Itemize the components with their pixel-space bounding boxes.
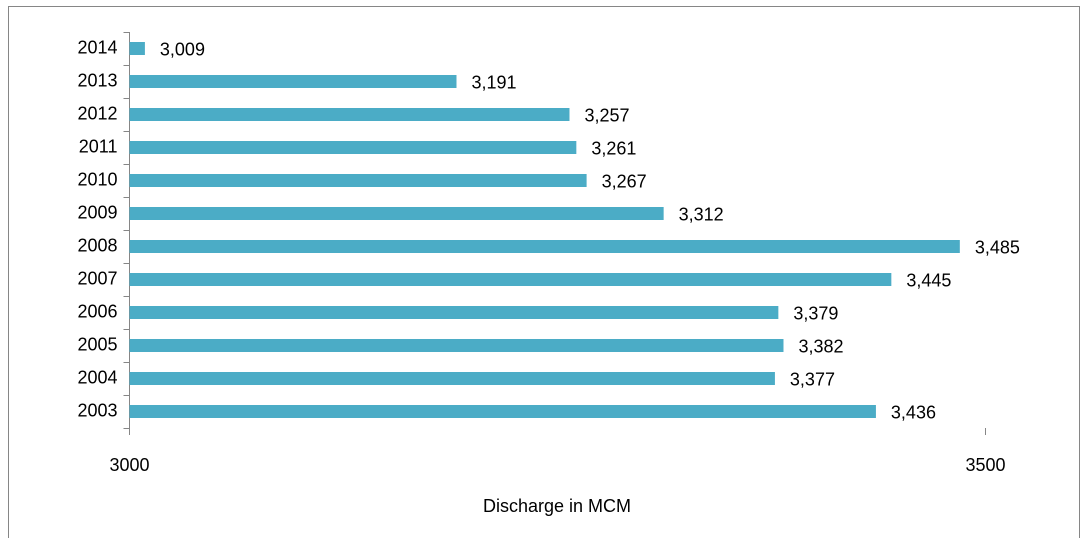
- value-label: 3,379: [793, 303, 838, 323]
- y-tick-label: 2009: [77, 202, 117, 222]
- x-tick-label: 3000: [109, 455, 149, 475]
- value-label: 3,191: [471, 72, 516, 92]
- y-tick-label: 2003: [77, 400, 117, 420]
- bar: [129, 240, 960, 253]
- y-tick-label: 2007: [77, 268, 117, 288]
- value-label: 3,267: [602, 171, 647, 191]
- value-label: 3,257: [584, 105, 629, 125]
- bar: [129, 273, 892, 286]
- value-label: 3,377: [790, 369, 835, 389]
- chart-frame: [8, 6, 1080, 538]
- bar: [129, 405, 876, 418]
- y-tick-label: 2011: [79, 136, 118, 156]
- x-axis-title: Discharge in MCM: [483, 496, 631, 516]
- value-label: 3,382: [798, 336, 843, 356]
- y-tick-label: 2008: [77, 235, 117, 255]
- x-tick-label: 3500: [965, 455, 1005, 475]
- bar: [129, 339, 784, 352]
- value-label: 3,445: [906, 270, 951, 290]
- y-tick-label: 2004: [77, 367, 117, 387]
- bar: [129, 141, 577, 154]
- value-label: 3,436: [891, 402, 936, 422]
- bar: [129, 174, 587, 187]
- bar: [129, 207, 664, 220]
- y-tick-label: 2010: [77, 169, 117, 189]
- bar: [129, 42, 145, 55]
- y-tick-label: 2012: [77, 103, 117, 123]
- y-tick-label: 2013: [77, 70, 117, 90]
- y-tick-label: 2014: [77, 37, 117, 57]
- y-tick-label: 2006: [77, 301, 117, 321]
- bar: [129, 108, 570, 121]
- value-label: 3,485: [975, 237, 1020, 257]
- bar: [129, 372, 775, 385]
- bar: [129, 75, 457, 88]
- value-label: 3,009: [160, 39, 205, 59]
- value-label: 3,261: [591, 138, 636, 158]
- y-tick-label: 2005: [77, 334, 117, 354]
- bar: [129, 306, 779, 319]
- value-label: 3,312: [679, 204, 724, 224]
